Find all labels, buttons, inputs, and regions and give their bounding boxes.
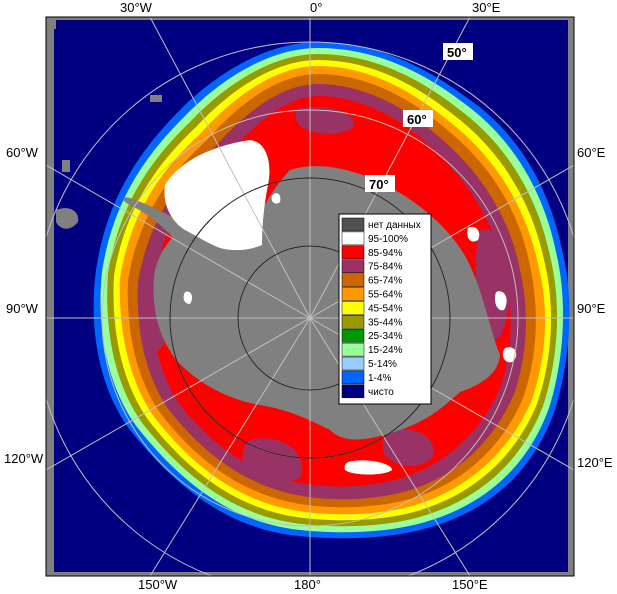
lon-label-60w: 60°W <box>6 145 39 160</box>
ice-patch-75-84 <box>382 428 434 466</box>
lon-label-30w: 30°W <box>120 0 153 15</box>
legend-swatch <box>341 259 365 273</box>
legend-swatch <box>341 315 365 329</box>
legend-swatch <box>341 328 365 343</box>
lat-label-60-box: 60° <box>403 110 433 127</box>
legend-label: 95-100% <box>368 234 408 245</box>
map-border <box>45 16 575 577</box>
lon-label-60e: 60°E <box>577 145 606 160</box>
antarctic-peninsula <box>123 197 185 240</box>
legend-label: чисто <box>368 387 394 398</box>
lat-label-70: 70° <box>369 177 389 192</box>
ice-patch-95-100 <box>494 291 507 311</box>
legend-label: нет данных <box>368 220 421 231</box>
legend-label: 5-14% <box>368 359 397 370</box>
meridians <box>46 17 574 576</box>
legend-label: 75-84% <box>368 262 403 273</box>
legend-label: 85-94% <box>368 248 403 259</box>
lon-label-180: 180° <box>294 577 321 592</box>
lat-label-50: 50° <box>447 45 467 60</box>
legend-swatch <box>341 356 365 371</box>
lon-label-90e: 90°E <box>577 301 606 316</box>
legend-label: 55-64% <box>368 290 403 301</box>
legend-swatch <box>341 217 365 232</box>
lon-label-120w: 120°W <box>4 451 44 466</box>
land-patch <box>150 95 162 102</box>
land-patch <box>62 160 70 172</box>
legend-label: 65-74% <box>368 276 403 287</box>
legend: нет данных 95-100% 85-94% 75-84% 65-74% 55-64… <box>338 213 432 405</box>
legend-swatch <box>341 245 365 260</box>
land-patch <box>56 208 79 229</box>
lat-label-70-box: 70° <box>365 175 395 192</box>
lon-label-150e: 150°E <box>452 577 488 592</box>
legend-swatch <box>341 301 365 315</box>
legend-label: 45-54% <box>368 303 403 314</box>
legend-swatch <box>341 384 365 399</box>
lon-label-150w: 150°W <box>138 577 178 592</box>
legend-swatch <box>341 370 365 385</box>
ice-patch-95-100 <box>164 140 270 251</box>
lon-label-0: 0° <box>310 0 322 15</box>
ice-patch-95-100 <box>502 347 517 363</box>
ice-patch-75-84 <box>242 438 302 482</box>
frame-corner <box>46 17 56 29</box>
legend-swatch <box>341 273 365 287</box>
legend-label: 25-34% <box>368 331 403 342</box>
legend-label: 35-44% <box>368 317 403 328</box>
lat-label-50-box: 50° <box>443 43 473 60</box>
lon-label-120e: 120°E <box>577 455 613 470</box>
ice-patch-95-100 <box>271 193 281 204</box>
legend-swatch <box>341 231 365 246</box>
legend-swatch <box>341 287 365 301</box>
legend-label: 1-4% <box>368 373 391 384</box>
lon-label-90w: 90°W <box>6 301 39 316</box>
lon-label-30e: 30°E <box>472 0 501 15</box>
lat-label-60: 60° <box>407 112 427 127</box>
ice-patch-95-100 <box>344 460 392 475</box>
legend-label: 15-24% <box>368 345 403 356</box>
legend-swatch <box>341 342 365 357</box>
ice-patch-95-100 <box>183 291 193 304</box>
ice-patch-95-100 <box>467 226 480 242</box>
